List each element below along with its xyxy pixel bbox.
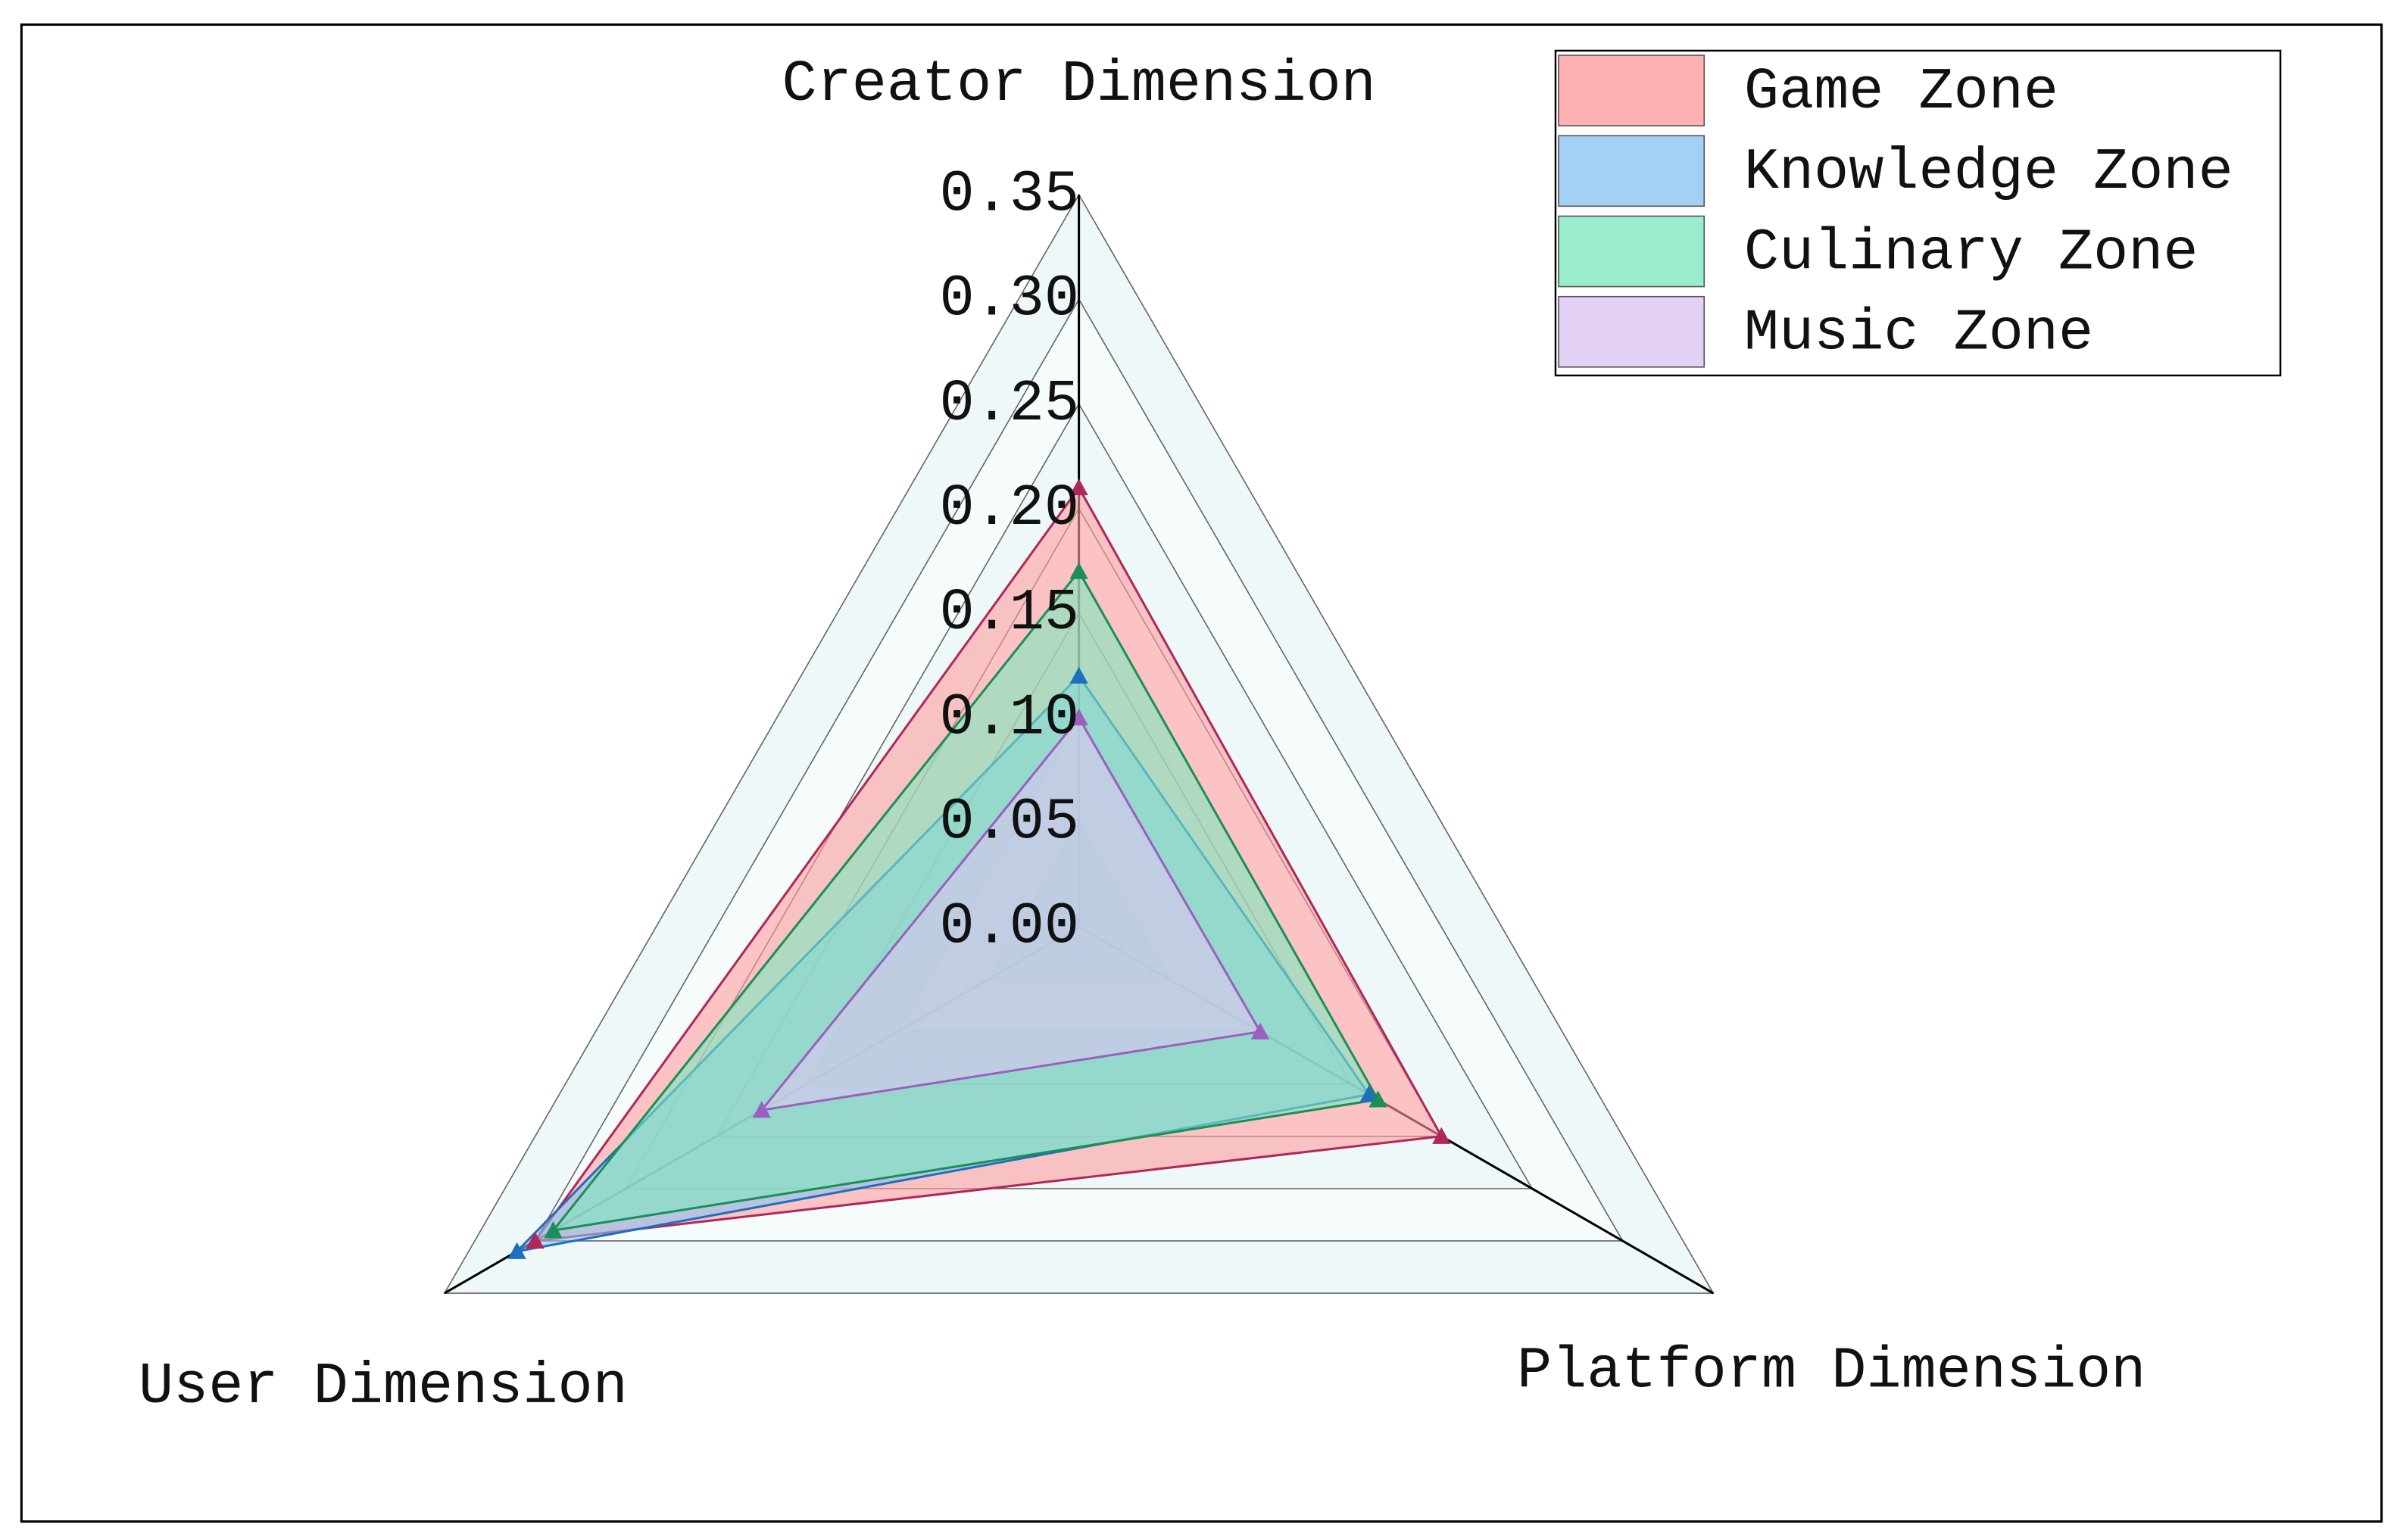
marker <box>526 1231 545 1249</box>
marker <box>1368 1090 1387 1108</box>
marker <box>1069 708 1088 726</box>
legend-label: Game Zone <box>1744 60 2058 126</box>
axis-label: User Dimension <box>139 1355 628 1420</box>
legend-swatch <box>1558 215 1706 288</box>
marker <box>1069 478 1088 496</box>
tick-label: 0.10 <box>939 685 1079 751</box>
marker <box>1069 666 1088 684</box>
series-area <box>759 715 1262 1112</box>
marker <box>1069 562 1088 579</box>
legend-swatch <box>1558 55 1706 126</box>
tick-label: 0.35 <box>939 162 1079 228</box>
tick-label: 0.15 <box>939 581 1079 647</box>
tick-label: 0.05 <box>939 790 1079 856</box>
legend-label: Knowledge Zone <box>1744 140 2233 206</box>
marker <box>1359 1085 1378 1102</box>
marker <box>1250 1022 1270 1040</box>
marker <box>507 1242 526 1259</box>
marker <box>752 1101 771 1118</box>
marker <box>1432 1127 1451 1144</box>
legend-swatch <box>1558 295 1706 368</box>
legend: Game Zone Knowledge Zone Culinary Zone Musi… <box>1554 49 2282 377</box>
tick-label: 0.30 <box>939 267 1079 333</box>
marker <box>544 1221 563 1239</box>
tick-label: 0.20 <box>939 476 1079 542</box>
tick-label: 0.25 <box>939 372 1079 438</box>
axis-label: Creator Dimension <box>782 52 1375 118</box>
tick-label: 0.00 <box>939 895 1079 961</box>
legend-swatch <box>1558 135 1706 207</box>
plot-area: 0.00 0.05 0.10 0.15 0.20 0.25 0.30 0.35 Creator … <box>139 52 2146 1420</box>
legend-label: Music Zone <box>1744 301 2093 367</box>
legend-label: Culinary Zone <box>1744 220 2199 286</box>
axis-label: Platform Dimension <box>1517 1339 2146 1405</box>
